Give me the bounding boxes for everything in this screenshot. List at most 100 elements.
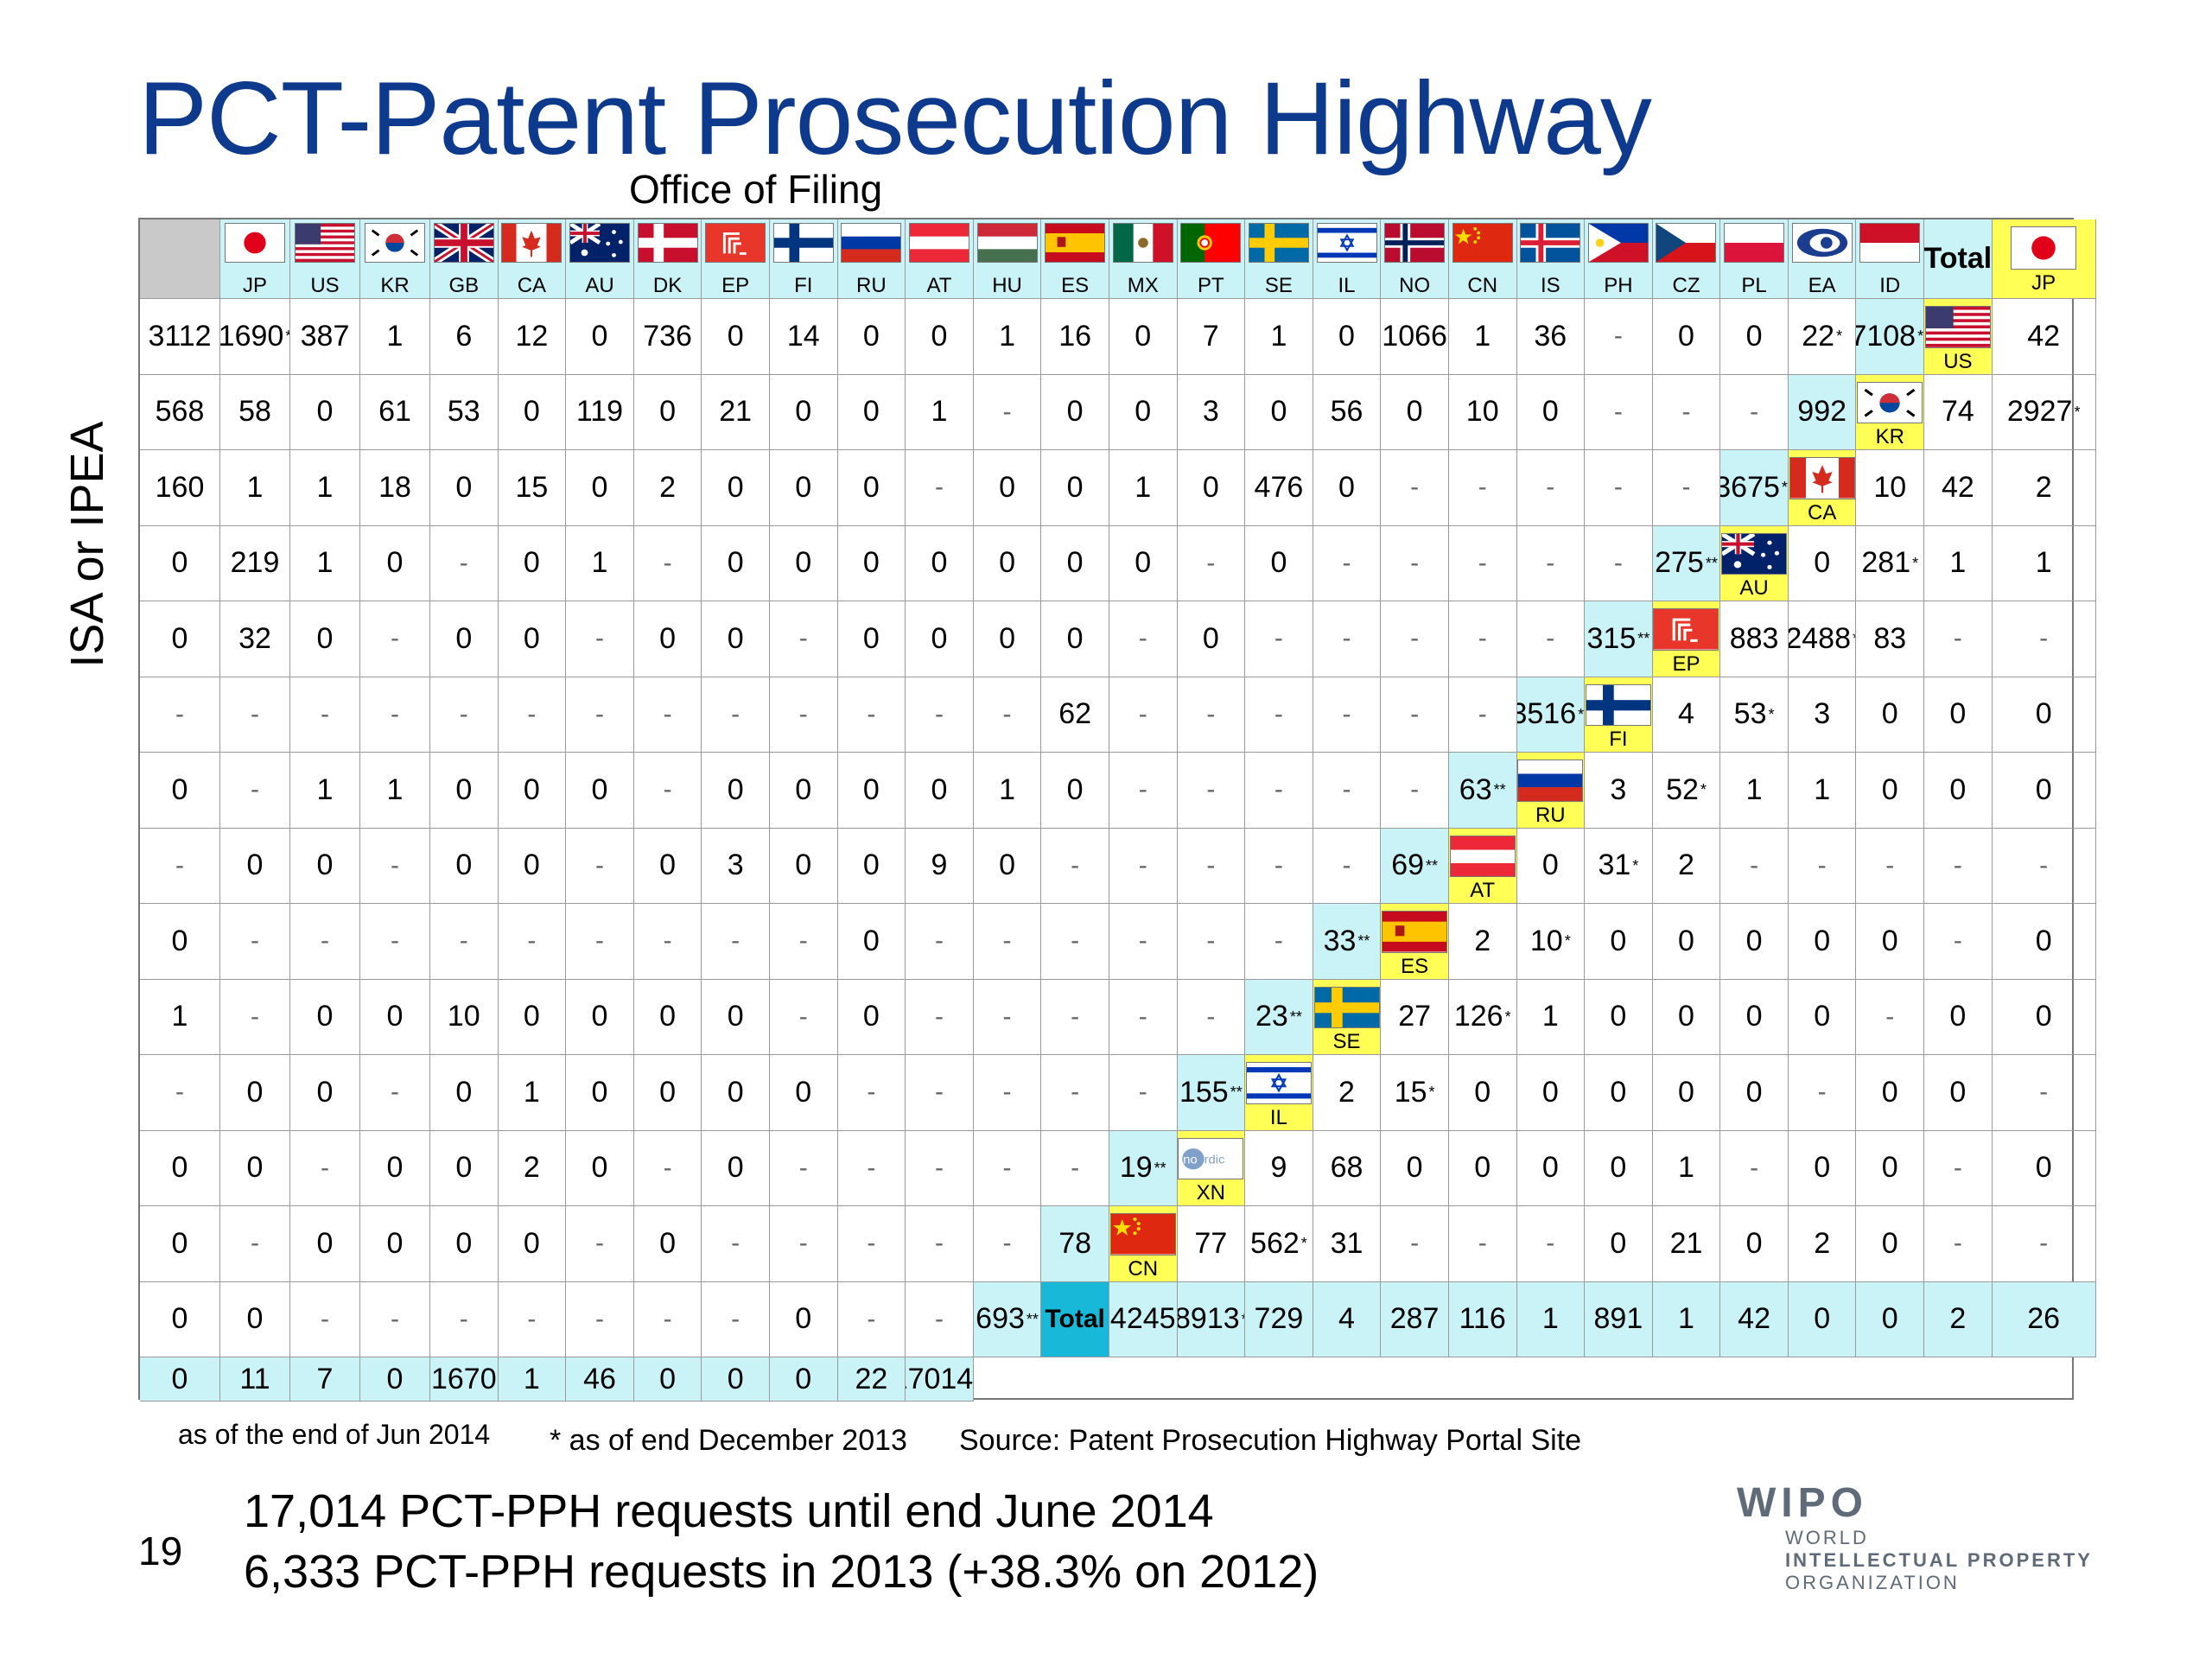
table-cell: 0 (360, 979, 430, 1055)
ca-flag-icon (501, 223, 563, 263)
row-header-label: EP (1672, 652, 1700, 676)
row-header-label: AU (1739, 576, 1769, 600)
cn-flag-icon (1452, 223, 1513, 263)
table-cell: 0 (1448, 1130, 1517, 1206)
column-header-ep: EP (702, 219, 770, 299)
table-cell: - (1856, 979, 1925, 1055)
column-header-se: SE (1245, 219, 1313, 299)
table-cell: - (498, 677, 567, 753)
row-header-label: CN (1128, 1256, 1159, 1281)
table-cell: 0 (290, 1055, 360, 1131)
table-cell: - (360, 1281, 430, 1357)
table-cell: 119 (566, 374, 634, 450)
table-cell: - (1856, 828, 1925, 904)
table-cell: 0 (1924, 677, 1993, 753)
table-cell: - (702, 1206, 770, 1282)
au-flag-icon (569, 223, 630, 263)
table-cell: - (1585, 374, 1653, 450)
il-flag-icon (1245, 1062, 1312, 1104)
summary-line-2: 6,333 PCT-PPH requests in 2013 (+38.3% o… (244, 1546, 1319, 1598)
table-cell: 0 (633, 979, 702, 1055)
table-cell: - (973, 374, 1042, 450)
column-header-no: NO (1381, 219, 1449, 299)
table-cell: 2 (1448, 904, 1517, 980)
page-title: PCT-Patent Prosecution Highway (138, 60, 1652, 176)
row-header-cn: CN (1109, 1206, 1178, 1282)
cn-flag-icon (1109, 1213, 1176, 1255)
table-cell: 0 (1381, 374, 1449, 450)
table-cell: - (906, 450, 974, 526)
table-cell: - (1448, 525, 1517, 601)
ep-flag-icon (705, 223, 766, 263)
table-cell: 10 * (1516, 904, 1586, 980)
table-cell: 0 (633, 374, 702, 450)
column-header-ru: RU (837, 219, 906, 299)
column-header-label: EP (721, 274, 750, 297)
table-cell: - (1585, 450, 1653, 526)
table-cell: - (220, 677, 290, 753)
pph-statistics-table: JP US KR GB CA AU DK EP FI RU AT HU ES MX PT SE IL NO CN IS… (138, 218, 2096, 1402)
table-cell: 0 (1720, 979, 1789, 1055)
table-cell: - (769, 904, 838, 980)
table-cell: - (769, 979, 838, 1055)
ca-flag-icon (1789, 457, 1855, 499)
cz-flag-icon (1656, 223, 1717, 263)
row-total-cell: 3675** (1720, 450, 1789, 526)
table-cell: 58 (220, 374, 290, 450)
table-cell: 0 (1856, 677, 1925, 753)
au-flag-icon (1721, 532, 1788, 575)
total-row-cell: 287 (1381, 1281, 1449, 1357)
table-cell: 0 (837, 525, 906, 601)
table-cell: - (1041, 979, 1109, 1055)
total-row-cell: 1670 (430, 1357, 499, 1402)
table-cell: 42 (1992, 299, 2096, 375)
table-cell: 0 (1992, 904, 2096, 980)
table-cell: 0 (430, 1055, 499, 1131)
table-cell: - (566, 1281, 634, 1357)
row-header-label: US (1943, 349, 1973, 373)
table-cell: 0 (1856, 753, 1925, 829)
table-cell: - (360, 828, 430, 904)
table-cell: - (1109, 1055, 1178, 1131)
dk-flag-icon (637, 223, 698, 263)
total-row-cell: 891 (1585, 1281, 1653, 1357)
row-header-fi: FI (1585, 677, 1653, 753)
svg-text:rdic: rdic (1205, 1153, 1225, 1166)
table-cell: 0 (769, 374, 838, 450)
table-cell: - (1245, 753, 1313, 829)
row-total-cell: 19 ** (1109, 1130, 1178, 1206)
column-header-label: AT (926, 274, 952, 297)
table-cell: - (1788, 828, 1857, 904)
table-cell: - (1177, 979, 1246, 1055)
row-header-kr: KR (1856, 374, 1925, 450)
table-cell: 0 (498, 374, 567, 450)
table-cell: 736 (633, 299, 702, 375)
table-cell: 0 (1788, 979, 1857, 1055)
table-cell: 1 (973, 299, 1042, 375)
table-cell: 1 (1516, 979, 1586, 1055)
footnote-date: as of the end of Jun 2014 (178, 1419, 491, 1450)
column-header-label: JP (242, 274, 267, 297)
table-cell: - (1516, 450, 1586, 526)
table-cell: - (1924, 1130, 1993, 1206)
table-cell: - (769, 677, 838, 753)
table-cell: 0 (973, 601, 1042, 677)
table-cell: 0 (1313, 450, 1382, 526)
row-header-xn: no rdic XN (1177, 1130, 1246, 1206)
table-cell: - (906, 1206, 974, 1282)
table-cell: 0 (769, 525, 838, 601)
table-cell: 0 (1041, 525, 1109, 601)
table-cell: 3 (1585, 753, 1653, 829)
table-cell: - (906, 1130, 974, 1206)
row-header-se: SE (1313, 979, 1382, 1055)
table-cell: 0 (1109, 374, 1178, 450)
table-cell: 0 (140, 904, 220, 980)
table-cell: 0 (1652, 299, 1721, 375)
table-cell: - (633, 904, 702, 980)
table-cell: - (973, 1055, 1042, 1131)
table-cell: - (566, 1206, 634, 1282)
table-cell: - (566, 828, 634, 904)
table-cell: 0 (360, 1206, 430, 1282)
office-of-filing-label: Office of Filing (629, 167, 883, 212)
table-cell: 1 (1109, 450, 1178, 526)
